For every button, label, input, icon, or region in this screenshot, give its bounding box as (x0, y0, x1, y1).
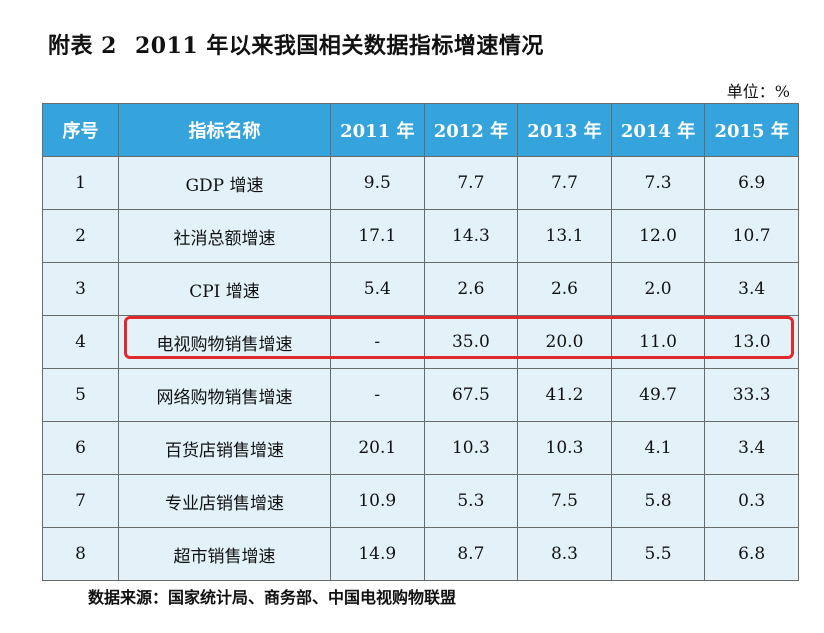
table-cell: 10.9 (330, 474, 425, 528)
table-cell: 3.4 (704, 262, 799, 316)
table-cell: 百货店销售增速 (118, 421, 331, 475)
table-cell: 13.1 (517, 209, 612, 263)
table-row: 7 专业店销售增速 10.9 5.3 7.5 5.8 0.3 (42, 474, 799, 528)
header-cell-indicator: 指标名称 (118, 103, 331, 157)
table-cell: 2 (42, 209, 119, 263)
table-cell: 5 (42, 368, 119, 422)
table-cell: 8 (42, 527, 119, 581)
table-cell: 7 (42, 474, 119, 528)
table-title-text: 2011 年以来我国相关数据指标增速情况 (134, 33, 544, 59)
table-row: 3 CPI 增速 5.4 2.6 2.6 2.0 3.4 (42, 262, 799, 316)
table-cell: 10.7 (704, 209, 799, 263)
table-cell: 7.3 (610, 156, 706, 210)
table-cell: 5.5 (610, 527, 706, 581)
table-cell: 电视购物销售增速 (118, 315, 331, 369)
table-cell: 6.9 (704, 156, 799, 210)
table-cell: 7.7 (517, 156, 612, 210)
header-row: 序号 指标名称 2011 年 2012 年 2013 年 2014 年 2015… (42, 103, 799, 157)
table-cell: 专业店销售增速 (118, 474, 331, 528)
table-cell: 1 (42, 156, 119, 210)
table-cell: 49.7 (610, 368, 706, 422)
table-cell: - (330, 368, 425, 422)
table-title: 附表 2 2011 年以来我国相关数据指标增速情况 (48, 28, 544, 60)
table-cell: 社消总额增速 (118, 209, 331, 263)
table-cell: 12.0 (610, 209, 706, 263)
unit-label: 单位：% (726, 82, 790, 101)
table-cell: 10.3 (423, 421, 519, 475)
header-cell-2014: 2014 年 (610, 103, 706, 157)
data-table: 序号 指标名称 2011 年 2012 年 2013 年 2014 年 2015… (42, 103, 799, 581)
table-cell: 网络购物销售增速 (118, 368, 331, 422)
table-cell: 超市销售增速 (118, 527, 331, 581)
table-cell: 3.4 (704, 421, 799, 475)
table-row-highlighted: 4 电视购物销售增速 - 35.0 20.0 11.0 13.0 (42, 315, 799, 369)
table-row: 8 超市销售增速 14.9 8.7 8.3 5.5 6.8 (42, 527, 799, 581)
table-row: 6 百货店销售增速 20.1 10.3 10.3 4.1 3.4 (42, 421, 799, 475)
data-table-container: 序号 指标名称 2011 年 2012 年 2013 年 2014 年 2015… (42, 103, 799, 581)
table-cell: 5.4 (330, 262, 425, 316)
header-cell-2012: 2012 年 (423, 103, 519, 157)
table-cell: 14.9 (330, 527, 425, 581)
table-cell: 10.3 (517, 421, 612, 475)
table-cell: 9.5 (330, 156, 425, 210)
table-cell: 2.0 (610, 262, 706, 316)
table-cell: 4.1 (610, 421, 706, 475)
table-cell: 5.3 (423, 474, 519, 528)
table-cell: 11.0 (610, 315, 706, 369)
table-cell: 17.1 (330, 209, 425, 263)
header-cell-2013: 2013 年 (517, 103, 612, 157)
table-cell: 33.3 (704, 368, 799, 422)
table-cell: 2.6 (423, 262, 519, 316)
table-cell: 0.3 (704, 474, 799, 528)
table-cell: 6 (42, 421, 119, 475)
header-cell-2015: 2015 年 (704, 103, 799, 157)
table-number: 附表 2 (48, 33, 117, 59)
header-cell-2011: 2011 年 (330, 103, 425, 157)
table-cell: 20.0 (517, 315, 612, 369)
table-cell: 41.2 (517, 368, 612, 422)
table-row: 2 社消总额增速 17.1 14.3 13.1 12.0 10.7 (42, 209, 799, 263)
table-cell: GDP 增速 (118, 156, 331, 210)
table-row: 5 网络购物销售增速 - 67.5 41.2 49.7 33.3 (42, 368, 799, 422)
table-row: 1 GDP 增速 9.5 7.7 7.7 7.3 6.9 (42, 156, 799, 210)
table-cell: 3 (42, 262, 119, 316)
table-cell: 5.8 (610, 474, 706, 528)
table-cell: 8.7 (423, 527, 519, 581)
table-cell: 35.0 (423, 315, 519, 369)
table-cell: 13.0 (704, 315, 799, 369)
header-cell-index: 序号 (42, 103, 119, 157)
table-cell: - (330, 315, 425, 369)
table-cell: 6.8 (704, 527, 799, 581)
table-cell: 8.3 (517, 527, 612, 581)
table-cell: 4 (42, 315, 119, 369)
table-cell: 67.5 (423, 368, 519, 422)
table-cell: 20.1 (330, 421, 425, 475)
table-cell: 14.3 (423, 209, 519, 263)
table-cell: CPI 增速 (118, 262, 331, 316)
data-source-note: 数据来源：国家统计局、商务部、中国电视购物联盟 (88, 588, 457, 607)
table-cell: 7.7 (423, 156, 519, 210)
table-cell: 7.5 (517, 474, 612, 528)
table-cell: 2.6 (517, 262, 612, 316)
